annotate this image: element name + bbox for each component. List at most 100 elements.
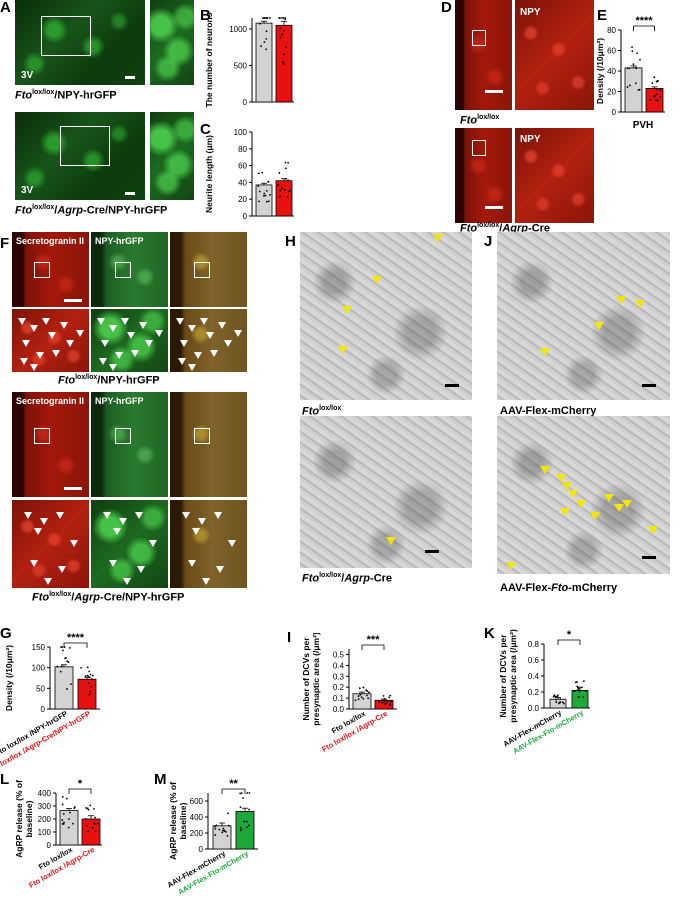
data-point bbox=[268, 17, 271, 19]
f-bottom-merge-image bbox=[170, 392, 247, 497]
y-tick-label: 400 bbox=[190, 813, 204, 822]
data-point bbox=[651, 82, 654, 84]
arrowhead-icon bbox=[30, 560, 38, 567]
data-point bbox=[378, 700, 380, 703]
data-point bbox=[385, 702, 388, 705]
data-point bbox=[580, 686, 583, 689]
data-point bbox=[56, 665, 59, 668]
arrowhead-icon bbox=[182, 512, 190, 519]
data-point bbox=[248, 808, 250, 811]
data-point bbox=[286, 195, 289, 198]
data-point bbox=[265, 30, 268, 33]
data-point bbox=[70, 683, 72, 686]
data-point bbox=[221, 831, 224, 834]
data-point bbox=[631, 46, 633, 49]
a-top-roi-box bbox=[41, 16, 91, 56]
panel-label-a: A bbox=[0, 0, 11, 16]
data-point bbox=[259, 22, 261, 25]
data-point bbox=[261, 171, 264, 174]
significance-bracket bbox=[221, 788, 246, 794]
data-point bbox=[573, 690, 576, 693]
data-point bbox=[88, 676, 91, 679]
y-axis-label: baseline) bbox=[24, 800, 34, 837]
data-point bbox=[357, 698, 360, 700]
data-point bbox=[284, 46, 287, 48]
data-point bbox=[284, 18, 287, 21]
data-point bbox=[60, 665, 63, 668]
data-point bbox=[655, 99, 658, 102]
y-tick-label: 0 bbox=[243, 212, 248, 221]
significance-bracket bbox=[633, 25, 655, 31]
y-tick-label: 200 bbox=[190, 829, 204, 838]
data-point bbox=[559, 698, 562, 700]
data-point bbox=[556, 695, 559, 698]
bar bbox=[255, 22, 273, 103]
data-point bbox=[555, 698, 557, 701]
h-bottom-em-image bbox=[300, 416, 472, 568]
data-point bbox=[59, 670, 62, 673]
data-point bbox=[367, 697, 370, 700]
chart-c: 0 20 40 60 80 100 Neurite length (μm) bbox=[204, 128, 294, 221]
arrowhead-icon bbox=[30, 325, 38, 332]
y-tick-label: 40 bbox=[238, 178, 247, 187]
data-point bbox=[88, 693, 91, 696]
arrowhead-icon bbox=[145, 340, 153, 347]
arrowhead-icon bbox=[30, 364, 38, 371]
x-axis-label: PVH bbox=[633, 120, 654, 131]
arrowhead-icon bbox=[109, 560, 117, 567]
a-top-overview-image: 3V bbox=[15, 0, 145, 85]
y-tick-label: 100 bbox=[234, 128, 248, 137]
f-bottom-caption: Ftolox/lox/Agrp-Cre/NPY-hrGFP bbox=[32, 591, 185, 604]
significance-label: **** bbox=[635, 15, 653, 27]
y-tick-label: 150 bbox=[32, 643, 46, 652]
data-point bbox=[362, 686, 365, 689]
y-tick-label: 1000 bbox=[229, 25, 247, 34]
data-point bbox=[655, 80, 658, 83]
h-bottom-scale-bar bbox=[425, 550, 439, 553]
data-point bbox=[628, 67, 631, 70]
arrowhead-icon bbox=[342, 306, 352, 314]
data-point bbox=[281, 17, 283, 19]
arrowhead-icon bbox=[228, 540, 236, 547]
y-tick-label: 0.6 bbox=[528, 656, 540, 665]
data-point bbox=[277, 184, 279, 187]
y-tick-label: 0 bbox=[199, 845, 204, 854]
f-bottom-scale-bar bbox=[64, 487, 82, 490]
data-point bbox=[659, 89, 662, 92]
panel-label-m: M bbox=[154, 771, 167, 788]
arrowhead-icon bbox=[109, 364, 117, 371]
data-point bbox=[283, 188, 286, 191]
data-point bbox=[636, 52, 638, 55]
chart-b: 0 500 1000 The number of neurons bbox=[204, 12, 294, 107]
y-tick-label: 0.2 bbox=[333, 683, 345, 692]
data-point bbox=[280, 187, 283, 190]
significance-label: *** bbox=[367, 634, 381, 646]
h-top-caption: Ftolox/lox bbox=[302, 405, 342, 418]
arrowhead-icon bbox=[540, 466, 550, 474]
arrowhead-icon bbox=[137, 566, 145, 573]
data-point bbox=[222, 827, 225, 830]
arrowhead-icon bbox=[594, 322, 604, 330]
bar bbox=[54, 666, 74, 710]
j-bottom-em-image bbox=[497, 416, 670, 574]
data-point bbox=[62, 812, 65, 815]
data-point bbox=[64, 657, 67, 660]
significance-label: * bbox=[567, 629, 572, 641]
data-point bbox=[382, 695, 385, 697]
data-point bbox=[94, 830, 97, 833]
arrowhead-icon bbox=[188, 325, 196, 332]
data-point bbox=[228, 824, 230, 827]
arrowhead-icon bbox=[56, 512, 64, 519]
data-point bbox=[86, 666, 89, 669]
arrowhead-icon bbox=[590, 512, 600, 520]
data-point bbox=[61, 822, 64, 825]
data-point bbox=[65, 797, 68, 800]
arrowhead-icon bbox=[234, 330, 242, 337]
data-point bbox=[61, 646, 64, 648]
significance-bracket bbox=[68, 788, 92, 794]
arrowhead-icon bbox=[123, 578, 131, 585]
y-tick-label: 100 bbox=[38, 828, 52, 837]
data-point bbox=[60, 646, 62, 648]
chart-k: 0.0 0.2 0.4 0.6 0.8 Number of DCVs per presyna… bbox=[498, 629, 590, 756]
